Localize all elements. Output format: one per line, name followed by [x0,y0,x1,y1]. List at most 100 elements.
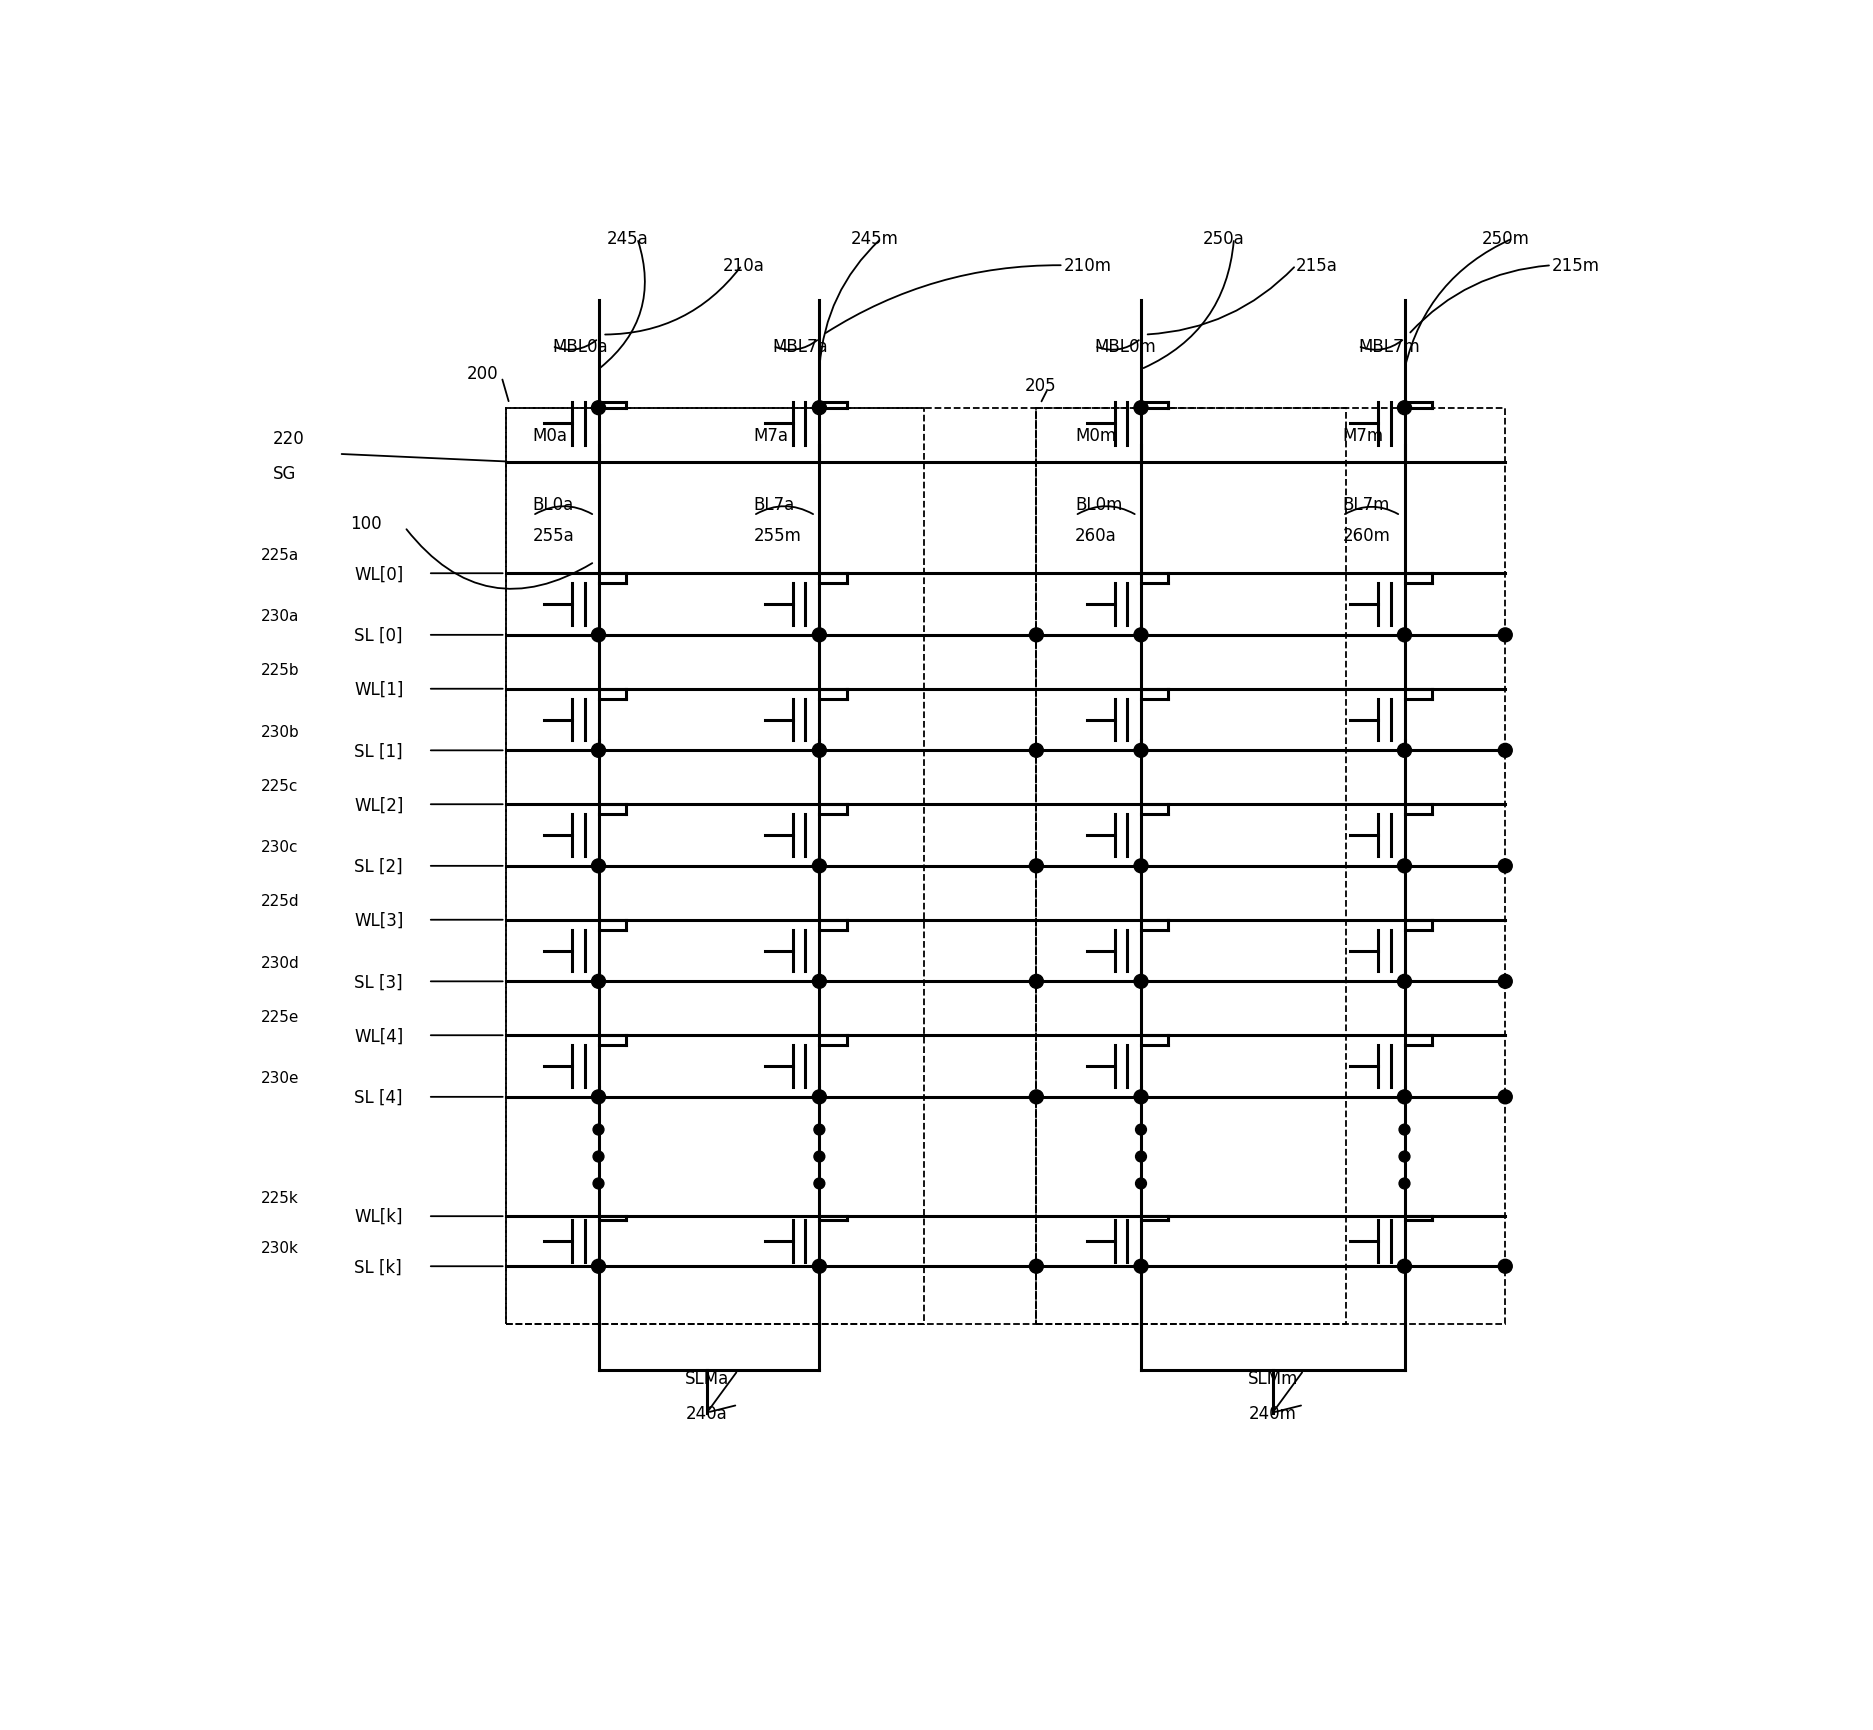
Circle shape [813,974,826,990]
Text: 245m: 245m [850,230,897,247]
Bar [1036,408,1504,1323]
Text: BL7a: BL7a [753,497,794,514]
Circle shape [1498,974,1512,990]
Circle shape [1133,628,1148,642]
Text: M7a: M7a [753,426,789,445]
Circle shape [1399,1178,1408,1189]
Circle shape [592,974,605,990]
Text: 255a: 255a [532,526,573,545]
Text: SG: SG [273,465,296,483]
Circle shape [1133,744,1148,758]
Text: 225c: 225c [260,778,298,794]
Circle shape [1498,628,1512,642]
Text: 255m: 255m [753,526,802,545]
Text: WL[4]: WL[4] [354,1026,403,1045]
Text: 200: 200 [466,365,498,382]
Text: SL [3]: SL [3] [354,972,403,991]
Circle shape [813,744,826,758]
Text: 215m: 215m [1551,258,1600,275]
Circle shape [1397,744,1410,758]
Text: 230b: 230b [260,725,300,739]
Text: 240a: 240a [686,1403,727,1422]
Text: WL[1]: WL[1] [354,680,403,699]
Circle shape [1397,1259,1410,1273]
Text: MBL7m: MBL7m [1358,337,1420,356]
Text: SLMm: SLMm [1247,1368,1298,1387]
Text: SLMa: SLMa [684,1368,729,1387]
Text: 230e: 230e [260,1071,300,1086]
Circle shape [592,401,605,415]
Text: 225a: 225a [260,547,300,562]
Text: M7m: M7m [1341,426,1382,445]
Circle shape [1498,860,1512,874]
Text: 250a: 250a [1202,230,1244,247]
Circle shape [592,1152,603,1163]
Text: 225k: 225k [260,1190,300,1204]
Text: 210a: 210a [723,258,764,275]
Circle shape [1028,1259,1043,1273]
Text: 210m: 210m [1064,258,1111,275]
Circle shape [1397,401,1410,415]
Text: 205: 205 [1025,377,1056,394]
Text: 225d: 225d [260,894,300,908]
Text: 240m: 240m [1247,1403,1296,1422]
Text: 250m: 250m [1482,230,1528,247]
Text: SL [2]: SL [2] [354,858,403,875]
Text: BL0m: BL0m [1075,497,1122,514]
Text: SL [1]: SL [1] [354,742,403,759]
Circle shape [1397,860,1410,874]
Text: 230d: 230d [260,955,300,971]
Circle shape [592,1178,603,1189]
Circle shape [1133,974,1148,990]
Circle shape [1135,1178,1146,1189]
Circle shape [1397,1090,1410,1104]
Text: 225e: 225e [260,1009,300,1024]
Circle shape [1133,1090,1148,1104]
Circle shape [1133,1259,1148,1273]
Circle shape [1028,628,1043,642]
Circle shape [1028,974,1043,990]
Circle shape [592,1090,605,1104]
Text: 230k: 230k [260,1240,300,1254]
Text: M0a: M0a [532,426,568,445]
Text: 245a: 245a [607,230,648,247]
Circle shape [813,1124,824,1135]
Text: 215a: 215a [1296,258,1337,275]
Circle shape [1028,1090,1043,1104]
Text: 260a: 260a [1075,526,1116,545]
Circle shape [1133,401,1148,415]
Circle shape [813,628,826,642]
Circle shape [813,1090,826,1104]
Text: 230a: 230a [260,609,300,625]
Text: WL[3]: WL[3] [354,912,403,929]
Circle shape [592,1124,603,1135]
Bar [1036,408,1345,1323]
Circle shape [592,860,605,874]
Text: WL[k]: WL[k] [354,1208,403,1225]
Circle shape [813,1178,824,1189]
Circle shape [1498,1259,1512,1273]
Circle shape [592,628,605,642]
Circle shape [1399,1124,1408,1135]
Text: SL [0]: SL [0] [354,626,403,645]
Text: 220: 220 [273,431,305,448]
Text: SL [k]: SL [k] [354,1258,403,1275]
Text: MBL0m: MBL0m [1094,337,1156,356]
Text: 225b: 225b [260,663,300,678]
Bar [506,408,1036,1323]
Circle shape [813,1152,824,1163]
Circle shape [813,1259,826,1273]
Text: 260m: 260m [1341,526,1390,545]
Text: WL[2]: WL[2] [354,796,403,813]
Circle shape [1498,1090,1512,1104]
Text: WL[0]: WL[0] [354,566,403,583]
Bar [506,408,923,1323]
Circle shape [1135,1152,1146,1163]
Circle shape [1397,628,1410,642]
Text: SL [4]: SL [4] [354,1088,403,1105]
Circle shape [1399,1152,1408,1163]
Text: M0m: M0m [1075,426,1116,445]
Text: BL7m: BL7m [1341,497,1390,514]
Text: 100: 100 [350,516,382,533]
Circle shape [1028,744,1043,758]
